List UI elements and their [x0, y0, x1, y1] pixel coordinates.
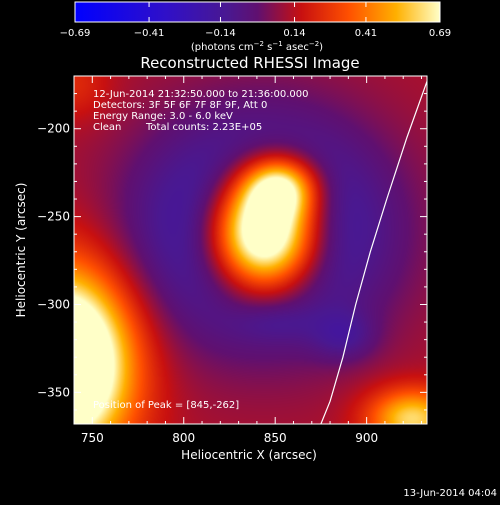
heatmap-image-container: [74, 76, 427, 424]
colorbar-tick-label: −0.41: [134, 28, 165, 39]
plot-area: 750 800 850 900 −200 −250 −300 −350: [37, 75, 428, 445]
colorbar-tick-label: −0.69: [60, 28, 91, 39]
solar-limb-line: [320, 81, 427, 424]
x-tick-label: 900: [355, 431, 378, 445]
colorbar-ticks: −0.69 −0.41 −0.14 0.14 0.41 0.69: [60, 2, 451, 39]
x-axis-label: Heliocentric X (arcsec): [181, 448, 317, 462]
peak-position-label: Position of Peak = [845,-262]: [93, 400, 239, 411]
generated-timestamp: 13-Jun-2014 04:04: [403, 488, 497, 499]
colorbar: −0.69 −0.41 −0.14 0.14 0.41 0.69 (photons cm−…: [60, 1, 451, 53]
heatmap-image: [74, 76, 427, 424]
y-tick-label: −300: [37, 297, 70, 311]
time-range-label: 12-Jun-2014 21:32:50.000 to 21:36:00.000: [93, 89, 309, 100]
detectors-label: Detectors: 3F 5F 6F 7F 8F 9F, Att 0: [93, 100, 267, 111]
colorbar-tick-label: 0.69: [429, 28, 451, 39]
x-tick-label: 850: [264, 431, 287, 445]
x-axis-ticks: 750 800 850 900: [81, 76, 423, 445]
x-tick-label: 750: [81, 431, 104, 445]
image-annotations: 12-Jun-2014 21:32:50.000 to 21:36:00.000…: [93, 89, 309, 411]
y-tick-label: −200: [37, 122, 70, 136]
energy-range-label: Energy Range: 3.0 - 6.0 keV: [93, 111, 233, 122]
x-tick-label: 800: [172, 431, 195, 445]
y-axis-ticks: −200 −250 −300 −350: [37, 93, 427, 411]
colorbar-tick-label: 0.14: [283, 28, 305, 39]
y-tick-label: −250: [37, 210, 70, 224]
colorbar-units: (photons cm−2 s−1 asec−2): [191, 40, 323, 53]
plot-frame: [73, 75, 428, 425]
total-counts-label: Total counts: 2.23E+05: [145, 122, 262, 133]
chart-title: Reconstructed RHESSI Image: [140, 54, 359, 72]
colorbar-tick-label: −0.14: [205, 28, 236, 39]
clean-label: Clean: [93, 122, 121, 133]
colorbar-gradient: [74, 1, 441, 23]
y-axis-label: Heliocentric Y (arcsec): [14, 183, 28, 318]
colorbar-tick-label: 0.41: [355, 28, 377, 39]
y-tick-label: −350: [37, 385, 70, 399]
